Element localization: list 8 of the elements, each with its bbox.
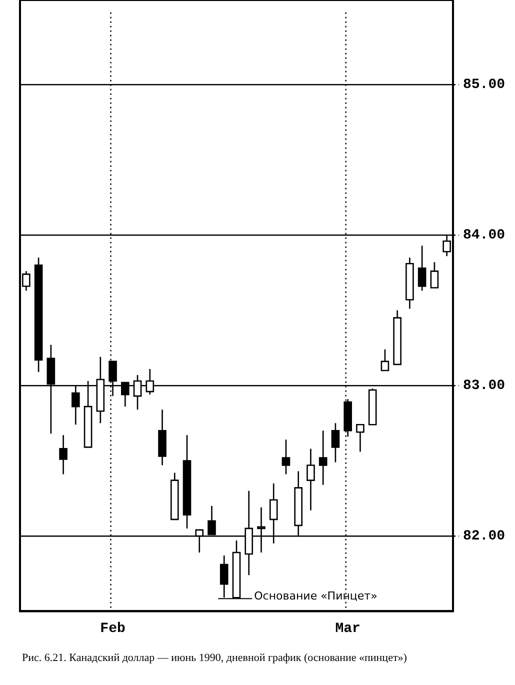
y-tick-label: 83.00 bbox=[462, 378, 506, 394]
x-tick-label: Mar bbox=[335, 621, 360, 638]
text: Рис. 6.21. Канадский доллар — июнь 1990, дневной график (основание «пинцет») bbox=[22, 652, 408, 664]
y-tick-label: 84.00 bbox=[462, 228, 506, 244]
x-tick-label: Feb bbox=[100, 621, 126, 638]
annotation: Основание «Пинцет» bbox=[254, 590, 378, 603]
y-tick-label: 82.00 bbox=[462, 528, 506, 545]
y-tick-label: 85.00 bbox=[462, 77, 506, 94]
